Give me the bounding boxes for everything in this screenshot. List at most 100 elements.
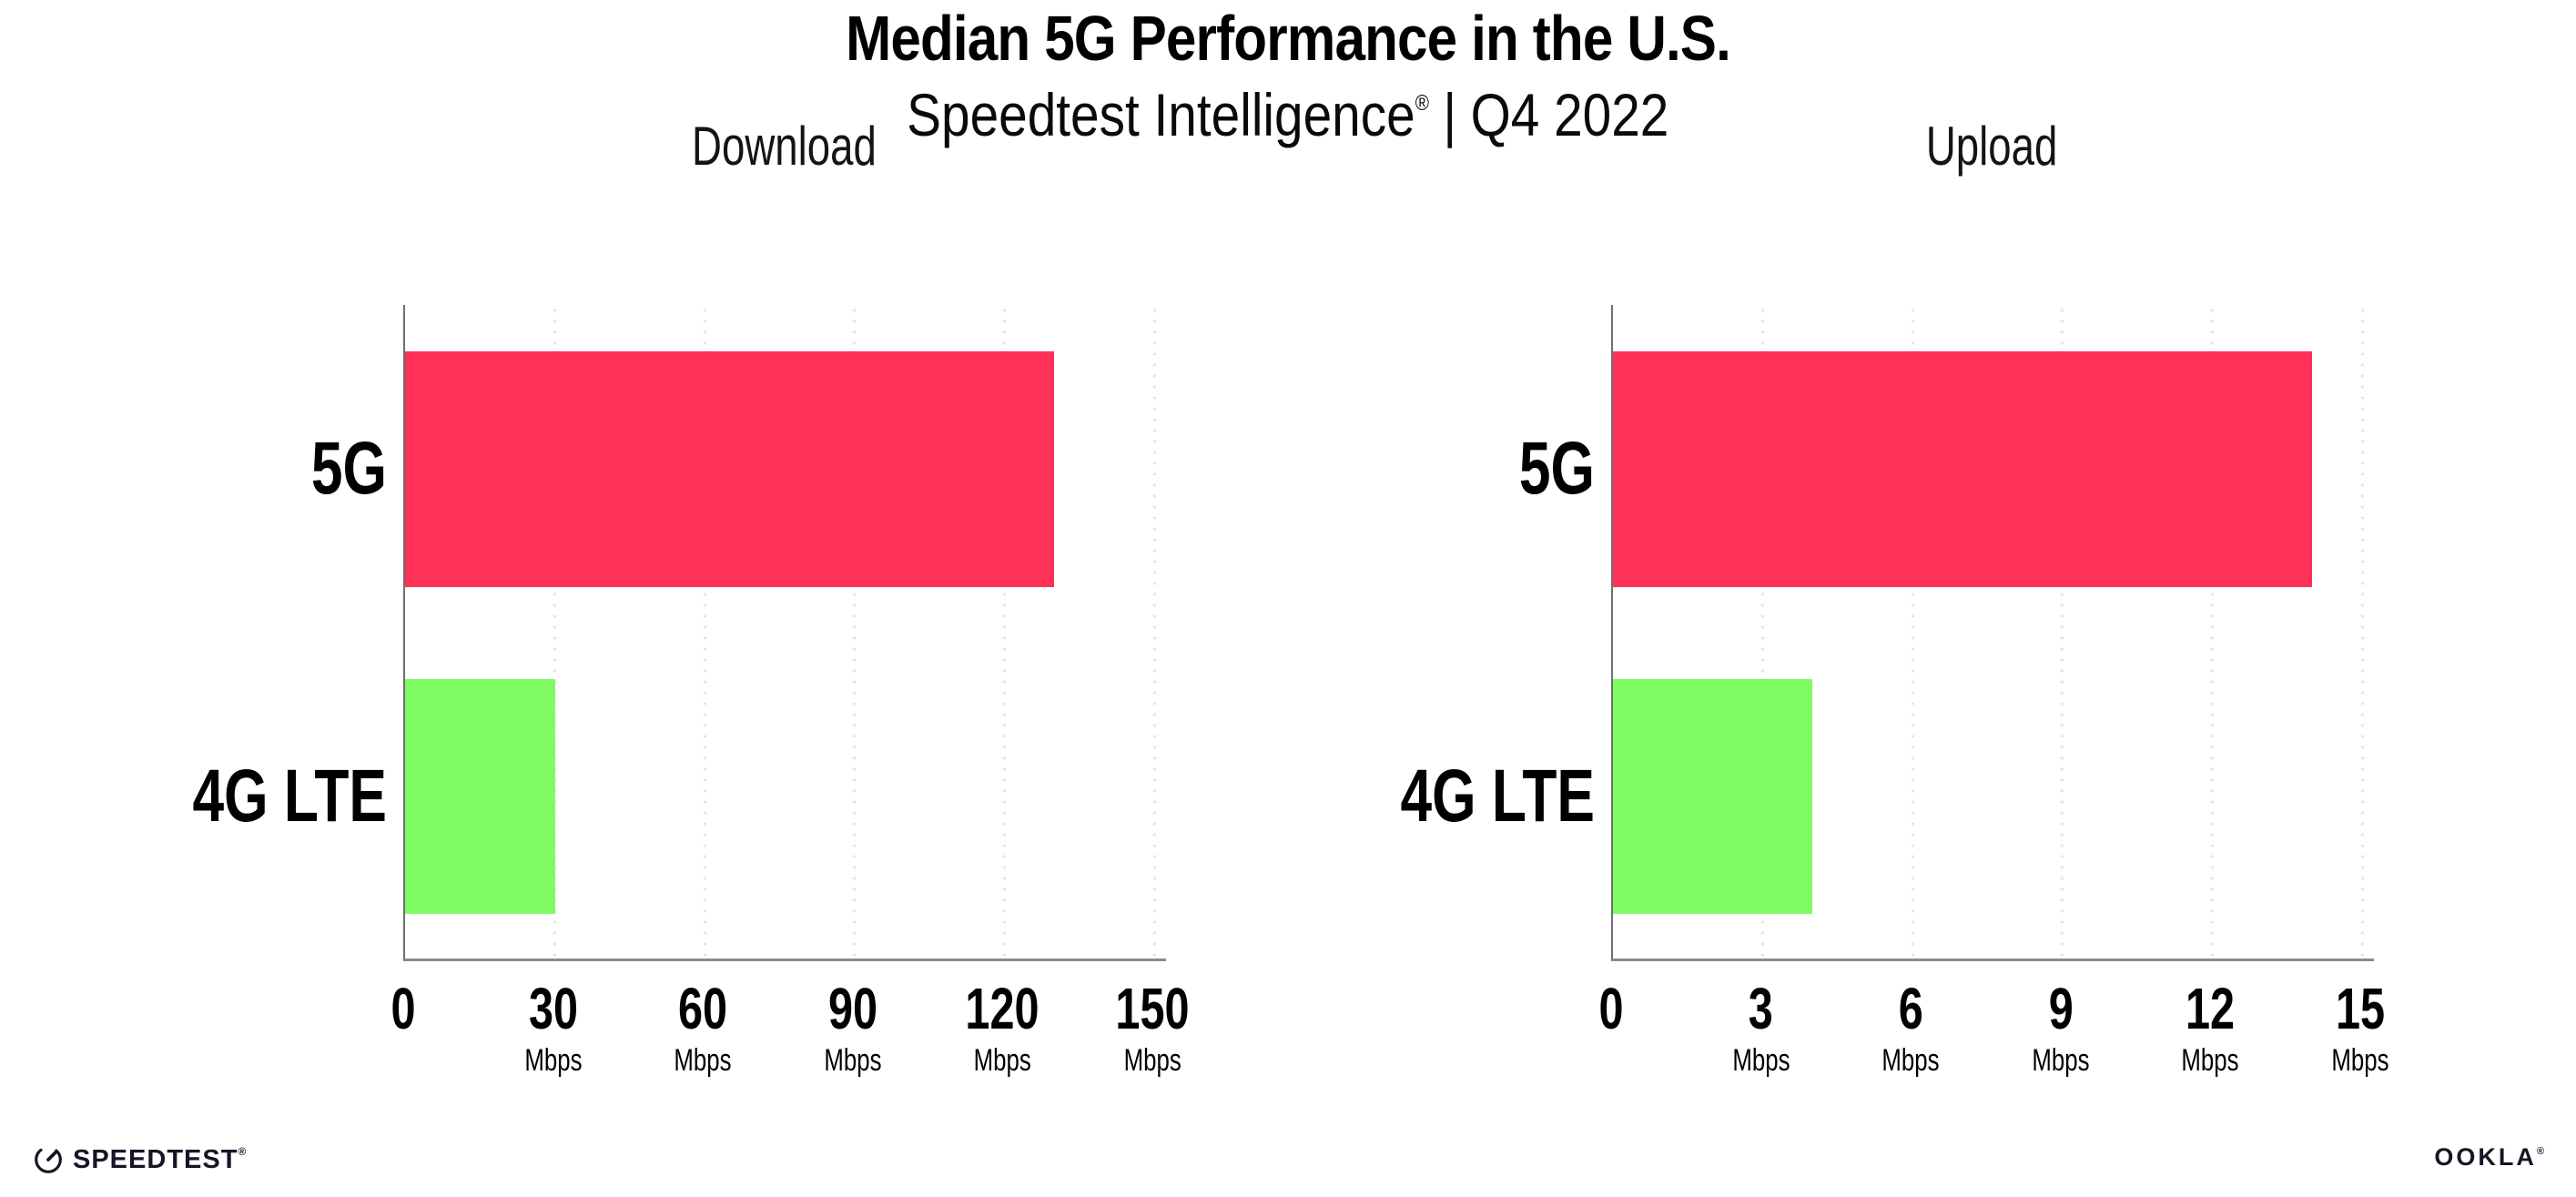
page-subtitle: Speedtest Intelligence® | Q4 2022 (0, 73, 2576, 146)
gridline-120-mbps (1002, 305, 1006, 959)
gridline-150-mbps (1152, 305, 1156, 959)
upload-chart: Upload 5G 4G LTE 0 3 Mbps 6 Mbps 9 Mbps 12 Mbps 15… (1400, 116, 2388, 1092)
x-tick-30-unit: Mbps (515, 1044, 591, 1077)
download-plot-area (403, 305, 1166, 961)
x-tick-120-unit: Mbps (954, 1044, 1051, 1077)
download-chart-title: Download (403, 118, 1164, 175)
x-tick-90-number: 90 (815, 979, 890, 1039)
category-label-4g-lte: 4G LTE (1339, 758, 1595, 835)
x-tick-60: 60 Mbps (665, 979, 741, 1077)
x-tick-150-number: 150 (1104, 979, 1202, 1039)
x-tick-15-number: 15 (2322, 979, 2398, 1039)
download-x-axis: 0 30 Mbps 60 Mbps 90 Mbps 120 Mbps 150 Mbps (390, 979, 1189, 1092)
download-chart: Download 5G 4G LTE 0 30 Mbps 60 Mbps 90 Mbps 120… (192, 118, 1189, 1092)
category-label-4g-lte-text: 4G LTE (192, 755, 387, 837)
x-tick-0-number-text: 0 (390, 976, 416, 1041)
page-title: Median 5G Performance in the U.S. (0, 5, 2576, 71)
x-tick-90-unit: Mbps (815, 1044, 890, 1077)
subtitle-brand: Speedtest Intelligence (907, 81, 1415, 148)
gridline-60-mbps (703, 305, 706, 959)
x-tick-12-unit-text: Mbps (2181, 1043, 2239, 1078)
x-tick-90: 90 Mbps (815, 979, 890, 1077)
x-tick-15-number-text: 15 (2335, 976, 2386, 1041)
gridline-30-mbps (553, 305, 557, 959)
header: Median 5G Performance in the U.S. Speedt… (0, 0, 2576, 146)
upload-bar-5g (1613, 351, 2313, 587)
x-tick-12-number: 12 (2173, 979, 2248, 1039)
subtitle-separator: | (1443, 81, 1457, 148)
speedtest-gauge-icon (35, 1146, 62, 1173)
page-subtitle-text: Speedtest Intelligence® | Q4 2022 (907, 73, 1668, 146)
x-tick-90-unit-text: Mbps (824, 1043, 882, 1078)
ookla-trademark: ® (2536, 1146, 2547, 1157)
gridline-9-mbps (2061, 305, 2064, 959)
x-tick-15: 15 Mbps (2322, 979, 2398, 1077)
gridline-90-mbps (853, 305, 857, 959)
speedtest-logo-text: SPEEDTEST® (73, 1145, 247, 1175)
x-tick-12: 12 Mbps (2173, 979, 2248, 1077)
upload-chart-title-text: Upload (1925, 116, 2058, 177)
download-bar-5g (405, 351, 1055, 587)
speedtest-trademark: ® (238, 1144, 248, 1158)
page-title-text: Median 5G Performance in the U.S. (846, 3, 1731, 74)
upload-bar-4g-lte (1613, 679, 1813, 914)
x-tick-0: 0 (1595, 979, 1628, 1039)
x-tick-60-unit: Mbps (665, 1044, 741, 1077)
x-tick-150: 150 Mbps (1104, 979, 1202, 1077)
x-tick-6-unit-text: Mbps (1881, 1043, 1940, 1078)
x-tick-3: 3 Mbps (1723, 979, 1799, 1077)
x-tick-6-number-text: 6 (1898, 976, 1923, 1041)
gridline-3-mbps (1761, 305, 1765, 959)
x-tick-120-number-text: 120 (965, 976, 1040, 1041)
x-tick-6-unit: Mbps (1873, 1044, 1949, 1077)
x-tick-60-number-text: 60 (678, 976, 728, 1041)
x-tick-30-number: 30 (515, 979, 591, 1039)
x-tick-120-unit-text: Mbps (973, 1043, 1031, 1078)
upload-plot-area (1611, 305, 2374, 961)
x-tick-3-number-text: 3 (1749, 976, 1774, 1041)
x-tick-9: 9 Mbps (2023, 979, 2098, 1077)
category-label-5g: 5G (288, 431, 387, 507)
ookla-wordmark: OOKLA (2434, 1143, 2537, 1171)
upload-x-axis: 0 3 Mbps 6 Mbps 9 Mbps 12 Mbps 15 Mbps (1598, 979, 2388, 1092)
x-tick-30: 30 Mbps (515, 979, 591, 1077)
speedtest-wordmark: SPEEDTEST (73, 1144, 238, 1174)
x-tick-12-unit: Mbps (2173, 1044, 2248, 1077)
x-tick-90-number-text: 90 (827, 976, 877, 1041)
x-tick-6: 6 Mbps (1873, 979, 1949, 1077)
x-tick-9-number: 9 (2023, 979, 2098, 1039)
x-tick-9-unit-text: Mbps (2032, 1043, 2090, 1078)
x-tick-15-unit: Mbps (2322, 1044, 2398, 1077)
x-tick-15-unit-text: Mbps (2331, 1043, 2389, 1078)
x-tick-9-unit: Mbps (2023, 1044, 2098, 1077)
category-label-5g: 5G (1496, 431, 1595, 507)
x-tick-3-unit-text: Mbps (1732, 1043, 1790, 1078)
category-label-4g-lte: 4G LTE (131, 758, 387, 835)
category-label-4g-lte-text: 4G LTE (1400, 755, 1595, 837)
x-tick-6-number: 6 (1873, 979, 1949, 1039)
download-chart-title-text: Download (691, 116, 877, 177)
ookla-logo: OOKLA® (2434, 1143, 2547, 1172)
category-label-5g-text: 5G (1518, 427, 1595, 510)
gridline-12-mbps (2210, 305, 2214, 959)
x-tick-30-number-text: 30 (528, 976, 578, 1041)
registered-mark: ® (1415, 91, 1430, 116)
x-tick-60-unit-text: Mbps (674, 1043, 732, 1078)
download-bar-4g-lte (405, 679, 555, 914)
speedtest-logo: SPEEDTEST® (33, 1144, 247, 1175)
x-tick-0-number: 0 (1595, 979, 1628, 1039)
x-tick-3-number: 3 (1723, 979, 1799, 1039)
x-tick-150-unit: Mbps (1104, 1044, 1202, 1077)
x-tick-120: 120 Mbps (954, 979, 1051, 1077)
x-tick-0-number-text: 0 (1598, 976, 1624, 1041)
x-tick-0: 0 (387, 979, 420, 1039)
gridline-6-mbps (1911, 305, 1914, 959)
x-tick-60-number: 60 (665, 979, 741, 1039)
x-tick-150-unit-text: Mbps (1123, 1043, 1182, 1078)
x-tick-30-unit-text: Mbps (524, 1043, 583, 1078)
x-tick-12-number-text: 12 (2186, 976, 2236, 1041)
x-tick-9-number-text: 9 (2048, 976, 2074, 1041)
category-label-5g-text: 5G (310, 427, 387, 510)
x-tick-0-number: 0 (387, 979, 420, 1039)
x-tick-150-number-text: 150 (1115, 976, 1190, 1041)
